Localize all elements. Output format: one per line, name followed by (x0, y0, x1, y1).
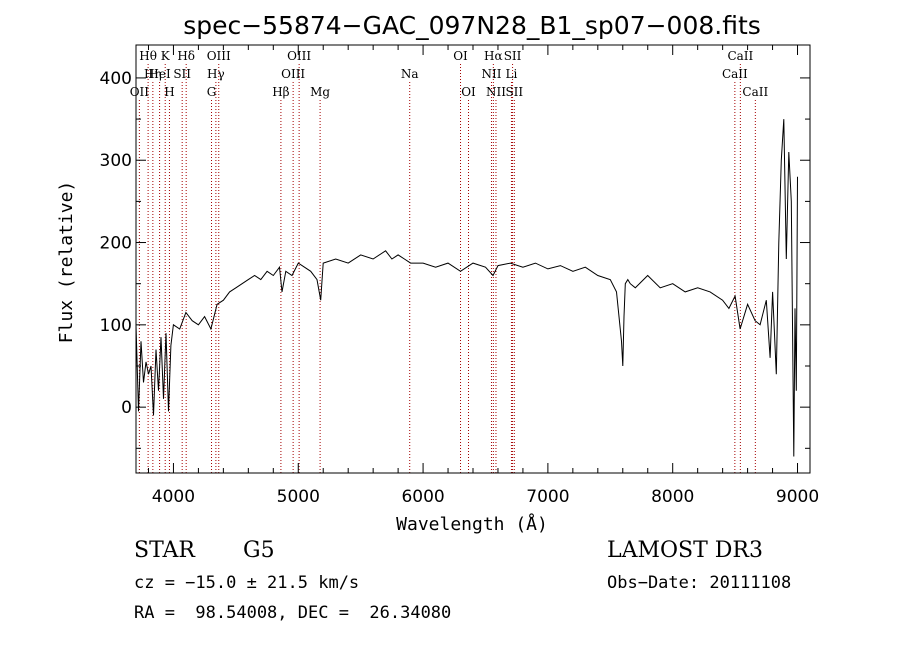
line-label: Na (401, 67, 419, 81)
redshift-cz: cz = −15.0 ± 21.5 km/s (134, 573, 360, 593)
obs-date: Obs−Date: 20111108 (607, 573, 792, 593)
x-tick-label: 8000 (651, 487, 694, 507)
line-label: HeI (148, 67, 171, 81)
x-axis-label: Wavelength (Å) (396, 513, 548, 535)
y-tick-label: 400 (100, 69, 132, 89)
line-label: H (164, 85, 174, 99)
chart-title: spec−55874−GAC_097N28_B1_sp07−008.fits (183, 11, 761, 40)
line-markers (138, 64, 756, 473)
x-tick-label: 5000 (277, 487, 320, 507)
x-tick-label: 6000 (401, 487, 444, 507)
line-label: Hδ (177, 49, 195, 63)
line-label: CaII (722, 67, 748, 81)
line-label: SII (504, 49, 522, 63)
x-tick-label: 4000 (152, 487, 195, 507)
object-class: STAR (134, 538, 195, 563)
line-label: OII (130, 85, 150, 99)
spectrum-line (135, 119, 798, 457)
x-tick-label: 7000 (526, 487, 569, 507)
survey-name: LAMOST DR3 (607, 538, 763, 563)
line-label: SII (505, 85, 523, 99)
ra-dec: RA = 98.54008, DEC = 26.34080 (134, 603, 452, 623)
line-label: OI (453, 49, 468, 63)
plot-frame (135, 44, 811, 474)
x-axis: 4000 5000 6000 7000 8000 9000 (147, 45, 819, 507)
line-label: Hθ (139, 49, 157, 63)
line-label: OIII (287, 49, 311, 63)
line-label: Hα (484, 49, 503, 63)
line-label: NII (486, 85, 506, 99)
line-label: OIII (207, 49, 231, 63)
line-label: G (207, 85, 217, 99)
y-axis: 0 100 200 300 400 (100, 69, 810, 449)
y-axis-label: Flux (relative) (56, 181, 77, 344)
line-label: OIII (281, 67, 305, 81)
y-tick-label: 100 (100, 316, 132, 336)
line-label: Hβ (272, 85, 289, 99)
line-label: OI (461, 85, 476, 99)
line-label: Hη (144, 67, 162, 81)
line-label: CaII (742, 85, 768, 99)
y-tick-label: 200 (100, 234, 132, 254)
line-label: Mg (310, 85, 330, 99)
subclass: G5 (243, 538, 275, 563)
line-label: NII (481, 67, 501, 81)
y-tick-label: 300 (100, 151, 132, 171)
line-label: K (161, 49, 171, 63)
line-label: Li (506, 67, 518, 81)
line-label: CaII (727, 49, 753, 63)
line-label: Hγ (207, 67, 225, 81)
x-tick-label: 9000 (776, 487, 819, 507)
y-tick-label: 0 (121, 398, 132, 418)
line-label: SII (173, 67, 191, 81)
